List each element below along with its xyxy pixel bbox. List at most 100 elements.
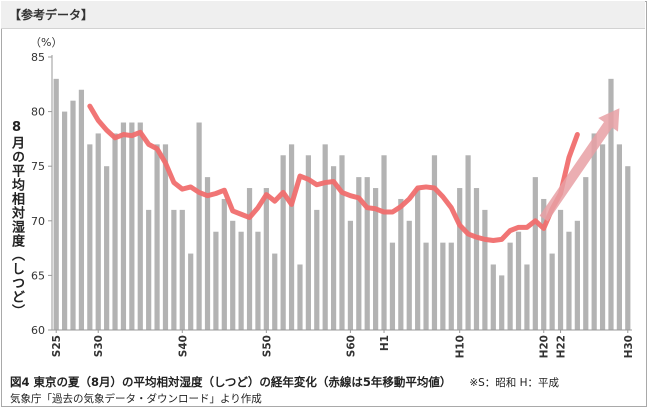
y-tick-label-60: 60 — [31, 324, 45, 337]
bar-1952 — [70, 100, 76, 331]
x-tick-label-H20: H20 — [539, 335, 551, 358]
bar-2008 — [541, 198, 547, 330]
x-tick-label-S40: S40 — [177, 335, 189, 357]
x-tick-label-H10: H10 — [455, 335, 467, 358]
bar-1965 — [179, 209, 185, 330]
y-axis-title: 8月の平均相対湿度（しつど） — [9, 120, 24, 318]
bar-1982 — [322, 144, 328, 330]
bar-1960 — [137, 122, 143, 331]
bar-1989 — [381, 155, 387, 330]
bar-2005 — [515, 231, 522, 330]
y-unit-label: （%） — [30, 36, 62, 49]
bar-1980 — [305, 155, 311, 330]
header-bar: 【参考データ】 — [1, 1, 645, 29]
bar-1979 — [297, 264, 303, 330]
x-tick-label-H30: H30 — [623, 335, 635, 358]
bar-2011 — [566, 231, 572, 330]
bar-1988 — [373, 188, 379, 330]
bar-2003 — [499, 275, 505, 330]
bar-1970 — [221, 198, 227, 330]
annotation-group — [539, 108, 620, 222]
caption-title: 図4 東京の夏（8月）の平均相対湿度（しつど）の経年変化（赤線は5年移動平均値） — [10, 375, 452, 389]
bar-1954 — [87, 144, 93, 330]
bar-1986 — [356, 177, 362, 330]
bar-1990 — [389, 242, 396, 330]
bar-1972 — [238, 231, 244, 330]
bar-1994 — [423, 242, 429, 330]
bar-1998 — [457, 188, 463, 330]
axes-group — [51, 55, 632, 331]
caption-note: ※S：昭和 H：平成 — [469, 377, 560, 389]
bar-2004 — [507, 242, 513, 330]
x-ticks-group: S25 S30 S40 S50 S60 H1 H10 H20 H22 H30 — [51, 330, 635, 358]
bar-1969 — [213, 231, 219, 330]
x-tick-label-H1: H1 — [379, 335, 391, 351]
bar-2014 — [591, 133, 597, 330]
y-tick-label-85: 85 — [31, 51, 45, 64]
bar-1950 — [53, 78, 59, 330]
bar-1955 — [95, 133, 101, 330]
bar-2017 — [616, 144, 622, 330]
bar-1956 — [104, 166, 110, 330]
bar-1962 — [154, 144, 160, 330]
bar-1963 — [162, 144, 169, 330]
bar-1977 — [280, 155, 286, 330]
bar-1981 — [314, 209, 320, 330]
bar-1983 — [330, 166, 337, 330]
bar-1958 — [120, 122, 127, 331]
bar-1993 — [415, 188, 421, 330]
bar-1996 — [440, 242, 446, 330]
y-tick-label-70: 70 — [31, 215, 45, 228]
header-label: 【参考データ】 — [9, 8, 94, 22]
bar-1999 — [465, 155, 471, 330]
x-tick-label-S25: S25 — [51, 335, 63, 357]
bar-1953 — [78, 89, 85, 330]
y-tick-label-80: 80 — [31, 106, 45, 119]
y-ticks-group: 60 65 70 75 80 85 — [31, 51, 52, 337]
x-tick-label-S50: S50 — [261, 335, 273, 357]
moving-average-line — [87, 103, 580, 243]
bar-1968 — [204, 177, 211, 330]
bar-2001 — [482, 209, 488, 330]
bar-1985 — [347, 220, 354, 330]
bar-2012 — [574, 220, 580, 330]
source-note: 気象庁「過去の気象データ・ダウンロード」より作成 — [10, 393, 262, 405]
bar-2007 — [532, 177, 538, 330]
bar-1971 — [230, 220, 236, 330]
bar-2018 — [625, 166, 631, 330]
y-tick-label-65: 65 — [31, 269, 45, 282]
bar-1964 — [171, 209, 177, 330]
bar-2000 — [473, 188, 480, 330]
bar-2016 — [608, 78, 614, 330]
bar-1973 — [246, 188, 253, 330]
bar-2006 — [524, 264, 530, 330]
moving-average-group — [87, 103, 580, 243]
bar-1966 — [188, 253, 194, 330]
figure-caption: 図4 東京の夏（8月）の平均相対湿度（しつど）の経年変化（赤線は5年移動平均値）… — [10, 374, 559, 390]
bar-1991 — [398, 198, 404, 330]
bar-1997 — [448, 242, 454, 330]
bar-1978 — [288, 144, 295, 330]
bar-2013 — [583, 177, 589, 330]
bar-2015 — [599, 144, 606, 330]
bar-1967 — [196, 122, 202, 331]
bar-2009 — [549, 253, 555, 330]
bar-2002 — [490, 264, 496, 330]
trend-arrow-0 — [539, 108, 620, 222]
bar-1957 — [112, 133, 118, 330]
bar-1975 — [263, 188, 269, 330]
y-tick-label-75: 75 — [31, 160, 45, 173]
bar-1987 — [364, 177, 370, 330]
bar-1995 — [431, 155, 438, 330]
x-tick-label-S60: S60 — [345, 335, 357, 357]
bar-1992 — [406, 220, 412, 330]
bar-1976 — [272, 253, 278, 330]
bar-1961 — [146, 209, 152, 330]
bar-1951 — [62, 111, 68, 330]
x-tick-label-S30: S30 — [93, 335, 105, 357]
bar-2010 — [557, 209, 564, 330]
bars-group — [53, 78, 631, 331]
x-tick-label-H22: H22 — [556, 335, 568, 358]
bar-1974 — [255, 231, 261, 330]
